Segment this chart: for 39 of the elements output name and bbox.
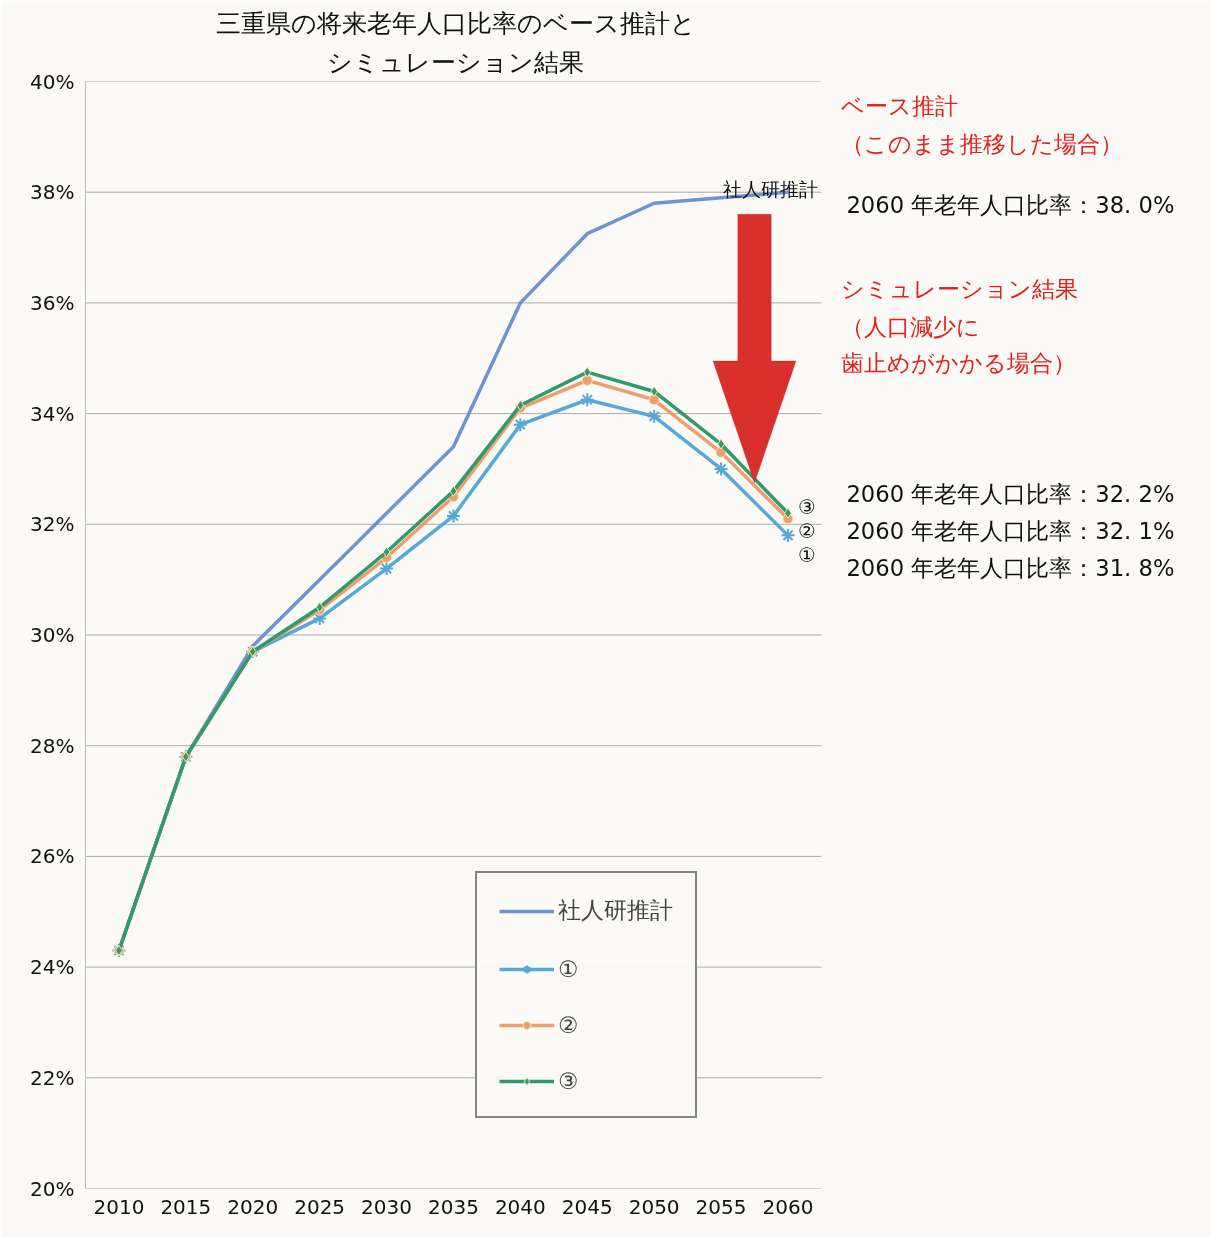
y-tick-label: 24% [30,955,75,980]
x-tick-label: 2025 [294,1194,346,1219]
text: 歯止めがかかる場合） [841,350,1077,377]
annotation: 2060 年老年人口比率：38. 0% [846,191,1175,218]
text: （このまま推移した場合） [841,131,1124,158]
x-tick-label: 2060 [762,1194,814,1219]
y-tick-label: 40% [30,69,75,94]
x-tick-label: 2020 [227,1194,279,1219]
x-tick-label: 2045 [561,1194,613,1219]
y-tick-label: 32% [30,512,75,537]
annotation: ① [797,542,816,567]
x-tick-label: 2050 [628,1194,680,1219]
y-tick-label: 36% [30,290,75,315]
y-tick-label: 20% [30,1176,75,1201]
legend-label: 社人研推計 [558,896,673,925]
x-tick-label: 2015 [160,1194,212,1219]
x-tick-label: 2040 [494,1194,546,1219]
text: シミュレーション結果 [841,275,1079,302]
y-tick-label: 28% [30,733,75,758]
y-tick-label: 30% [30,623,75,647]
chart-title: 三重県の将来老年人口比率のベース推計とシミュレーション結果 [215,7,696,77]
x-tick-label: 2055 [695,1194,747,1219]
annotation: 2060 年老年人口比率：32. 2% [846,480,1175,507]
x-tick-label: 2010 [93,1194,145,1219]
y-tick-label: 26% [30,844,75,869]
x-tick-label: 2035 [428,1194,479,1219]
x-tick-label: 2030 [361,1194,413,1219]
y-tick-label: 38% [30,180,75,205]
legend-label: ③ [558,1068,579,1094]
text: （人口減少に [841,314,981,341]
text: ベース推計 [841,93,959,120]
annotation: ② [797,518,816,543]
y-tick-label: 22% [30,1065,75,1090]
annotation: 2060 年老年人口比率：32. 1% [846,517,1175,544]
annotation: ③ [797,494,816,519]
y-tick-label: 34% [30,401,75,426]
annotation: 2060 年老年人口比率：31. 8% [846,554,1175,581]
legend-label: ① [558,956,579,982]
legend-label: ② [558,1012,579,1038]
